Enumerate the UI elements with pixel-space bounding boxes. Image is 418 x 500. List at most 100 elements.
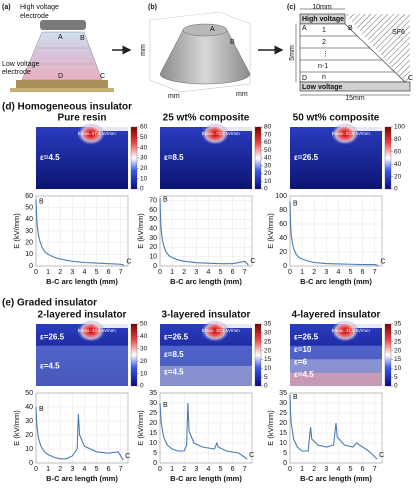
colorbar-tick-label: 30 — [264, 330, 272, 337]
point-label: C — [379, 452, 384, 459]
x-tick-label: 0 — [158, 269, 162, 276]
colorbar-tick-label: 20 — [140, 165, 148, 172]
colorbar-tick-label: 10 — [140, 370, 148, 377]
x-tick-label: 3 — [70, 269, 74, 276]
line-series — [289, 201, 379, 267]
panel-title: 2-layered insulator — [38, 310, 127, 321]
layer-label: 1 — [322, 27, 326, 34]
x-axis-label: B-C arc length (mm) — [170, 277, 242, 286]
x-tick-label: 4 — [336, 466, 340, 473]
epsilon-label: ε=4.5 — [40, 362, 60, 371]
colorbar-tick-label: 20 — [394, 347, 402, 354]
label: Low voltage — [302, 84, 343, 91]
electrode — [347, 127, 382, 131]
x-tick-label: 2 — [182, 466, 186, 473]
y-tick-label: 0 — [153, 460, 157, 467]
hotspot — [331, 320, 360, 342]
annotation: Emax=73.3 kV/mm — [202, 131, 240, 136]
x-tick-label: 4 — [82, 466, 86, 473]
y-tick-label: 50 — [149, 216, 157, 223]
axis-box — [149, 20, 251, 93]
layer — [290, 345, 382, 360]
colorbar-tick-label: 0 — [140, 186, 144, 193]
y-tick-label: 35 — [149, 390, 157, 397]
y-tick-label: 25 — [279, 410, 287, 417]
panel-title: 4-layered insulator — [292, 310, 381, 321]
colorbar-tick-label: 80 — [394, 136, 402, 143]
colorbar-tick-label: 5 — [264, 374, 268, 381]
y-tick-label: 100 — [275, 193, 287, 200]
x-tick-label: 5 — [219, 269, 223, 276]
y-tick-label: 20 — [279, 249, 287, 256]
panel-label: (b) — [148, 4, 157, 11]
hotspot — [201, 320, 230, 342]
panel-title: 3-layered insulator — [162, 310, 251, 321]
colorbar-tick-label: 60 — [394, 149, 402, 156]
point-label: C — [125, 453, 130, 460]
label: electrode — [2, 69, 31, 76]
colorbar-tick-label: 20 — [264, 170, 272, 177]
y-tick-label: 5 — [153, 450, 157, 457]
label: electrode — [20, 13, 49, 20]
x-tick-label: 6 — [361, 466, 365, 473]
colorbar — [254, 323, 262, 387]
point-label: B — [39, 406, 44, 413]
y-tick-label: 50 — [25, 390, 33, 397]
y-tick-label: 10 — [149, 254, 157, 261]
colorbar-tick-label: 15 — [394, 356, 402, 363]
lv-electrode — [299, 81, 411, 92]
point-label: A — [302, 25, 307, 32]
colorbar-tick-label: 60 — [264, 139, 272, 146]
x-tick-label: 1 — [170, 466, 174, 473]
line-series — [35, 199, 125, 266]
x-axis-label: B-C arc length (mm) — [300, 277, 372, 286]
x-tick-label: 1 — [300, 466, 304, 473]
colorbar-tick-label: 10 — [394, 365, 402, 372]
panel-title: Pure resin — [58, 113, 107, 124]
y-tick-label: 30 — [25, 228, 33, 235]
y-tick-label: 0 — [29, 460, 33, 467]
layer-label: n-1 — [318, 63, 328, 70]
y-tick-label: 40 — [149, 226, 157, 233]
colorbar — [384, 126, 392, 190]
colorbar-tick-label: 50 — [140, 321, 148, 328]
y-tick-label: 20 — [149, 244, 157, 251]
point-label: B — [80, 35, 85, 42]
x-tick-label: 5 — [349, 269, 353, 276]
y-tick-label: 0 — [153, 263, 157, 270]
x-tick-label: 0 — [34, 269, 38, 276]
colorbar-tick-label: 50 — [264, 147, 272, 154]
x-axis-label: B-C arc length (mm) — [46, 474, 118, 483]
y-tick-label: 40 — [279, 235, 287, 242]
y-tick-label: 10 — [149, 440, 157, 447]
x-tick-label: 6 — [231, 466, 235, 473]
colorbar-tick-label: 30 — [140, 155, 148, 162]
point-label: B — [293, 394, 298, 401]
colorbar-tick-label: 10 — [264, 178, 272, 185]
colorbar-tick-label: 30 — [394, 330, 402, 337]
y-tick-label: 20 — [149, 420, 157, 427]
annotation: Emax=43.5 kV/mm — [78, 328, 116, 333]
dimension-label: 10mm — [312, 4, 332, 11]
hotspot — [77, 123, 106, 145]
colorbar-tick-label: 25 — [264, 338, 272, 345]
line-series — [289, 394, 378, 460]
y-tick-label: 10 — [25, 446, 33, 453]
annotation: Emax=92.5 kV/mm — [332, 131, 370, 136]
label: High voltage — [302, 16, 344, 23]
y-axis-label: E (kV/mm) — [12, 213, 21, 249]
x-tick-label: 5 — [219, 466, 223, 473]
colorbar-tick-label: 35 — [394, 321, 402, 328]
y-tick-label: 5 — [283, 450, 287, 457]
colorbar-tick-label: 80 — [264, 124, 272, 131]
label: High voltage — [20, 4, 59, 11]
x-tick-label: 2 — [58, 466, 62, 473]
y-tick-label: 30 — [149, 235, 157, 242]
line-series — [35, 406, 124, 461]
epsilon-label: ε=4.5 — [40, 153, 60, 162]
y-tick-label: 15 — [149, 430, 157, 437]
point-label: C — [100, 73, 105, 80]
hotspot — [201, 123, 230, 145]
epsilon-label: ε=8.5 — [164, 350, 184, 359]
hotspot — [331, 123, 360, 145]
